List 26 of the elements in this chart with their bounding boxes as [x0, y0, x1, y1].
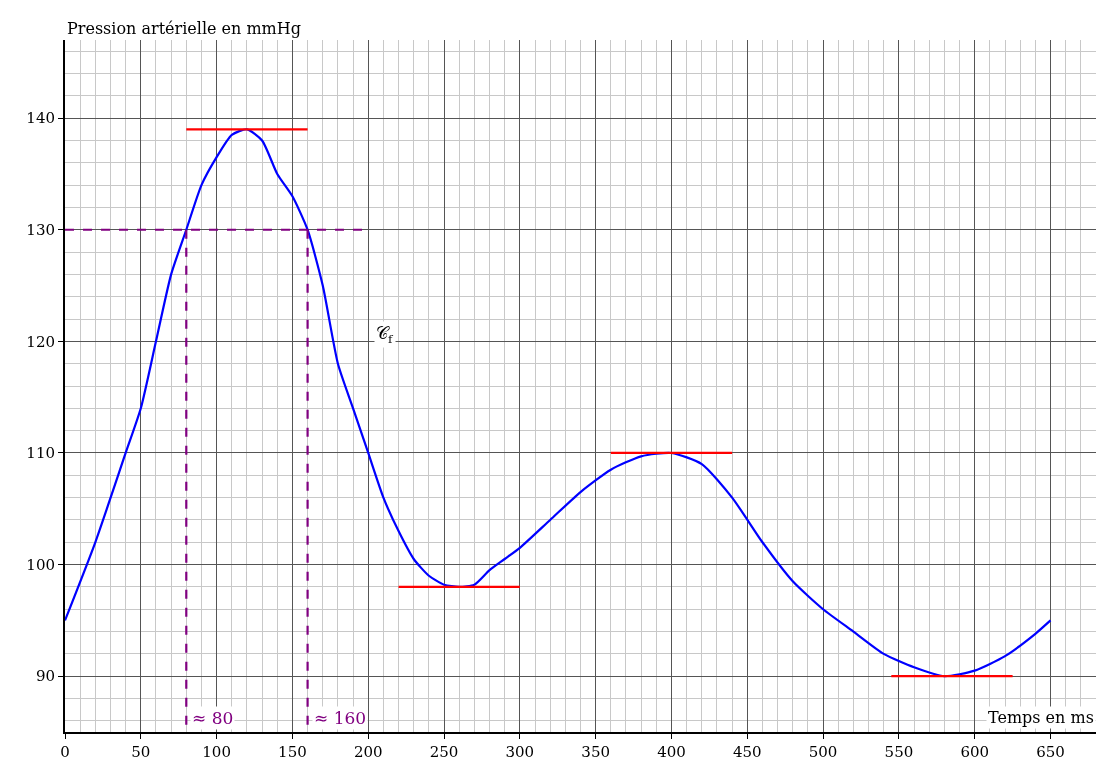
x-tick-label: 100: [202, 743, 231, 761]
x-tick-label: 50: [131, 743, 151, 761]
x-tick-label: 600: [960, 743, 990, 761]
y-tick-label: 130: [26, 220, 55, 239]
y-tick-label: 120: [26, 332, 55, 351]
x-tick-label: 350: [581, 743, 610, 761]
x-tick-label: 200: [353, 743, 383, 761]
line-series: [65, 128, 1052, 678]
annotation: ≈ 80: [192, 708, 234, 728]
annotation: ≈ 160: [314, 708, 367, 728]
y-tick-label: 110: [26, 444, 55, 463]
y-axis-title: Pression artérielle en mmHg: [67, 19, 301, 38]
y-tick-label: 90: [35, 667, 55, 686]
x-tick-label: 150: [278, 743, 307, 761]
y-tick-label: 100: [26, 555, 55, 574]
x-tick-label: 250: [429, 743, 459, 761]
x-tick-label: 500: [808, 743, 838, 761]
x-tick-label: 450: [732, 743, 762, 761]
x-tick-label: 650: [1036, 743, 1065, 761]
x-tick-label: 300: [505, 743, 535, 761]
x-tick-label: 400: [657, 743, 686, 761]
x-tick-label: 550: [884, 743, 914, 761]
x-tick-label: 0: [60, 743, 70, 761]
y-tick-label: 140: [26, 109, 55, 128]
x-axis-title: Temps en ms: [988, 708, 1094, 727]
annotation: 𝒞$_{f}$: [376, 323, 394, 346]
